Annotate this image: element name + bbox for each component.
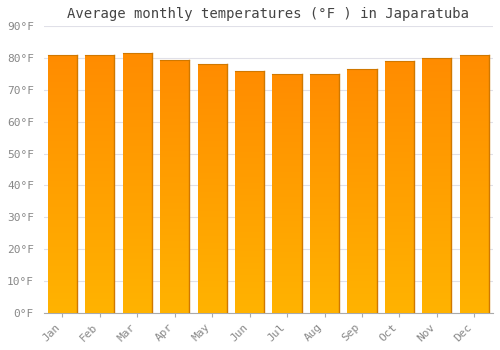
Title: Average monthly temperatures (°F ) in Japaratuba: Average monthly temperatures (°F ) in Ja… [68, 7, 469, 21]
